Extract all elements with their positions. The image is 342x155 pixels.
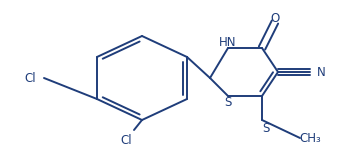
- Text: O: O: [271, 11, 280, 24]
- Text: HN: HN: [219, 35, 237, 49]
- Text: Cl: Cl: [24, 71, 36, 84]
- Text: Cl: Cl: [120, 133, 132, 146]
- Text: S: S: [262, 122, 270, 135]
- Text: S: S: [224, 95, 232, 108]
- Text: N: N: [317, 66, 325, 78]
- Text: CH₃: CH₃: [299, 131, 321, 144]
